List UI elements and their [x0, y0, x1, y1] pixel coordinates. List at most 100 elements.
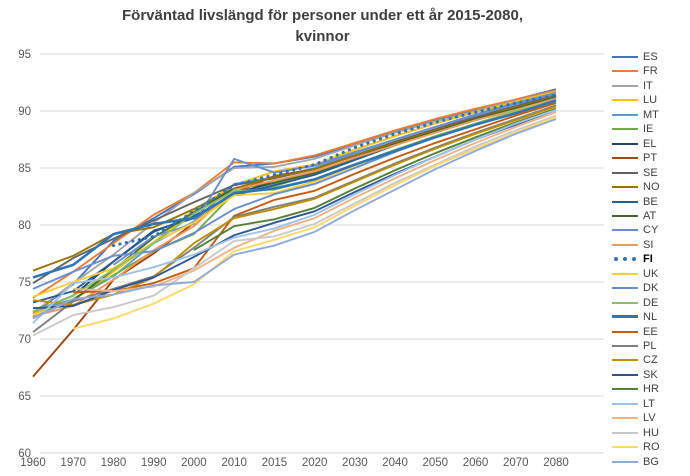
legend-line — [612, 373, 638, 376]
x-tick-1960: 1960 — [20, 457, 46, 469]
legend-item-FI: FI — [612, 252, 653, 266]
legend-item-PL: PL — [612, 339, 656, 353]
legend-swatch-NL-line-icon — [612, 310, 638, 324]
legend-item-BG: BG — [612, 455, 659, 469]
legend-label-CY: CY — [643, 224, 659, 237]
series-line-RO — [72, 115, 557, 330]
legend-item-NL: NL — [612, 310, 657, 324]
legend-label-NO: NO — [643, 181, 660, 194]
x-tick-2040: 2040 — [382, 457, 408, 469]
legend-label-MT: MT — [643, 108, 659, 121]
legend-line — [612, 330, 638, 333]
legend-line — [612, 200, 638, 203]
legend-label-DE: DE — [643, 296, 659, 309]
x-tick-1980: 1980 — [101, 457, 127, 469]
x-tick-2080: 2080 — [543, 457, 569, 469]
legend-item-SK: SK — [612, 368, 658, 382]
legend-item-LV: LV — [612, 411, 656, 425]
legend-item-FR: FR — [612, 64, 658, 78]
legend-swatch-PT-line-icon — [612, 151, 638, 165]
legend-item-ES: ES — [612, 50, 658, 64]
chart-title: Förväntad livslängd för personer under e… — [10, 5, 635, 47]
legend-item-DE: DE — [612, 296, 658, 310]
legend-line — [612, 214, 638, 217]
legend-swatch-EL-line-icon — [612, 137, 638, 151]
y-tick-85: 85 — [18, 163, 31, 175]
legend-item-AT: AT — [612, 209, 656, 223]
legend-item-EL: EL — [612, 137, 656, 151]
legend-line — [612, 171, 638, 174]
legend-item-EE: EE — [612, 325, 658, 339]
x-tick-2060: 2060 — [463, 457, 489, 469]
legend-swatch-HR-line-icon — [612, 382, 638, 396]
legend-dot — [623, 257, 627, 262]
legend-swatch-ES-line-icon — [612, 50, 638, 64]
legend-label-BE: BE — [643, 195, 658, 208]
legend-swatch-EE-line-icon — [612, 325, 638, 339]
legend-line — [612, 157, 638, 160]
legend-label-FR: FR — [643, 65, 658, 78]
legend-line — [612, 345, 638, 347]
legend-item-SI: SI — [612, 238, 653, 252]
legend-item-HU: HU — [612, 426, 659, 440]
legend-line — [612, 243, 638, 246]
legend-label-EL: EL — [643, 137, 657, 150]
legend-label-SI: SI — [643, 238, 654, 251]
legend-swatch-CY-line-icon — [612, 223, 638, 237]
legend-line — [612, 128, 638, 131]
x-tick-2050: 2050 — [423, 457, 449, 469]
x-tick-1970: 1970 — [60, 457, 86, 469]
legend-dot — [632, 257, 636, 262]
legend-swatch-DK-line-icon — [612, 281, 638, 295]
legend-item-IT: IT — [612, 79, 653, 93]
legend-label-HR: HR — [643, 383, 659, 396]
legend-line — [612, 186, 638, 189]
y-tick-60: 60 — [18, 448, 31, 460]
legend-line — [612, 446, 638, 449]
series-line-FI — [111, 93, 558, 248]
x-tick-2015: 2015 — [262, 457, 288, 469]
legend-line — [612, 460, 638, 463]
legend-label-FI: FI — [643, 253, 653, 266]
legend-swatch-LT-line-icon — [612, 397, 638, 411]
legend-dot — [614, 257, 618, 262]
legend-label-RO: RO — [643, 441, 660, 454]
legend-item-DK: DK — [612, 281, 658, 295]
legend-line — [612, 142, 638, 145]
legend-label-ES: ES — [643, 51, 658, 63]
series-line-LT — [32, 108, 557, 324]
x-tick-2010: 2010 — [221, 457, 247, 469]
series-line-CZ — [32, 105, 557, 306]
legend-item-CY: CY — [612, 223, 658, 237]
series-line-PL — [32, 104, 557, 333]
legend-line — [612, 287, 638, 290]
legend-line — [612, 229, 638, 232]
legend-label-LU: LU — [643, 94, 658, 107]
series-line-BG — [32, 118, 557, 320]
legend-item-SE: SE — [612, 166, 658, 180]
legend-line — [612, 388, 638, 391]
legend-swatch-SE-line-icon — [612, 166, 638, 180]
legend-item-BE: BE — [612, 195, 658, 209]
legend-label-NL: NL — [643, 311, 658, 324]
legend-line — [612, 359, 638, 362]
legend-line — [612, 70, 638, 73]
legend-line — [612, 99, 638, 102]
legend-label-IE: IE — [643, 123, 654, 136]
legend-swatch-BE-line-icon — [612, 195, 638, 209]
legend-label-IT: IT — [643, 79, 653, 92]
y-tick-80: 80 — [18, 220, 31, 232]
y-tick-95: 95 — [18, 49, 31, 61]
legend-swatch-IT-line-icon — [612, 79, 638, 93]
legend-item-RO: RO — [612, 440, 660, 454]
legend-swatch-BG-line-icon — [612, 455, 638, 469]
legend-item-LU: LU — [612, 93, 657, 107]
legend-line — [612, 84, 638, 87]
chart-title-line2: kvinnor — [295, 28, 350, 45]
legend-item-LT: LT — [612, 397, 655, 411]
legend-line — [612, 431, 638, 434]
legend-swatch-AT-line-icon — [612, 209, 638, 223]
legend-label-CZ: CZ — [643, 354, 658, 367]
y-tick-75: 75 — [18, 277, 31, 289]
legend-label-DK: DK — [643, 282, 659, 295]
